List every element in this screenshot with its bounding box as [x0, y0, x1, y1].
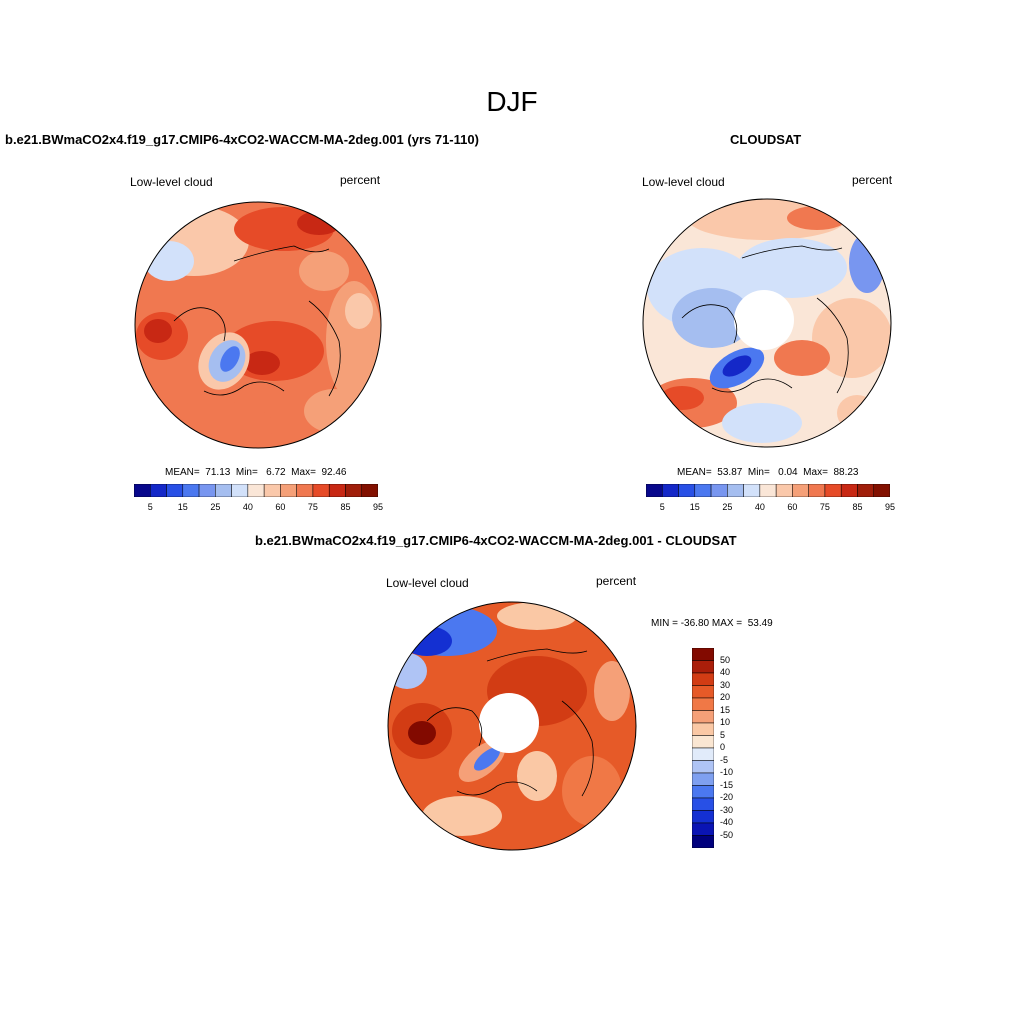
colorbar-tick-label: 85 [340, 502, 351, 512]
colorbar-swatch [710, 484, 728, 497]
colorbar-swatch [692, 672, 714, 686]
colorbar-swatch [692, 835, 714, 848]
colorbar-swatch [692, 648, 714, 661]
panel-1-stats: MEAN= 71.13 Min= 6.72 Max= 92.46 [165, 467, 347, 478]
colorbar-swatch [727, 484, 744, 497]
panel-2-units-label: percent [852, 173, 893, 187]
panel-2-stats: MEAN= 53.87 Min= 0.04 Max= 88.23 [677, 467, 859, 478]
panel-1-units-label: percent [340, 173, 381, 187]
panel-2-colorbar-ticks: 5 15 25 40 60 75 85 95 [646, 502, 895, 514]
colorbar-tick-label: 40 [242, 502, 253, 512]
colorbar-swatch [873, 484, 890, 497]
colorbar-tick-label: 25 [722, 502, 733, 512]
colorbar-tick-label: 5 [720, 729, 726, 740]
colorbar-swatch [743, 484, 761, 497]
colorbar-tick-label: -20 [720, 792, 734, 802]
colorbar-swatch [692, 710, 714, 724]
colorbar-tick-label: 60 [275, 502, 286, 512]
colorbar-tick-label: 0 [720, 742, 726, 752]
colorbar-tick-label: 25 [210, 502, 221, 512]
colorbar-swatch [150, 484, 167, 497]
colorbar-tick-label: 50 [720, 654, 731, 665]
colorbar-swatch [280, 484, 297, 497]
panel-1-colorbar [134, 484, 378, 497]
colorbar-swatch [692, 760, 714, 774]
panel-2-polar-map [642, 198, 892, 448]
panel-1-title: b.e21.BWmaCO2x4.f19_g17.CMIP6-4xCO2-WACC… [5, 132, 479, 147]
colorbar-swatch [678, 484, 696, 497]
colorbar-swatch [840, 484, 858, 497]
colorbar-tick-label: 20 [720, 692, 731, 702]
colorbar-tick-label: 95 [884, 502, 896, 512]
colorbar-swatch [692, 822, 714, 836]
panel-3-units-label: percent [596, 574, 637, 588]
colorbar-swatch [692, 747, 714, 761]
colorbar-swatch [775, 484, 793, 497]
colorbar-swatch [759, 484, 777, 497]
colorbar-swatch [215, 484, 232, 497]
colorbar-swatch [296, 484, 314, 497]
colorbar-swatch [692, 722, 714, 736]
colorbar-tick-label: 15 [720, 704, 731, 715]
panel-3-title: b.e21.BWmaCO2x4.f19_g17.CMIP6-4xCO2-WACC… [255, 533, 737, 548]
colorbar-swatch [808, 484, 826, 497]
colorbar-swatch [247, 484, 265, 497]
colorbar-tick-label: 85 [852, 502, 863, 512]
colorbar-swatch [646, 484, 663, 497]
panel-2-colorbar [646, 484, 890, 497]
colorbar-tick-label: 15 [177, 502, 188, 512]
colorbar-swatch [692, 810, 714, 824]
colorbar-swatch [692, 797, 714, 811]
colorbar-swatch [263, 484, 281, 497]
season-title: DJF [486, 86, 538, 117]
colorbar-swatch [231, 484, 249, 497]
panel-2-title: CLOUDSAT [730, 132, 802, 147]
colorbar-swatch [692, 660, 714, 674]
panel-3-variable-label: Low-level cloud [386, 576, 469, 590]
colorbar-swatch [166, 484, 184, 497]
panel-3-colorbar [692, 648, 714, 848]
colorbar-swatch [328, 484, 346, 497]
panel-3-stats: MIN = -36.80 MAX = 53.49 [651, 618, 773, 629]
panel-3-colorbar-ticks: 50 40 30 20 15 10 5 0 -5 -10 -15 -20 -30 -40 -50 [720, 648, 760, 848]
colorbar-swatch [692, 772, 714, 786]
colorbar-swatch [692, 697, 714, 711]
panel-1-polar-map [134, 201, 382, 449]
colorbar-swatch [692, 785, 714, 799]
colorbar-swatch [857, 484, 874, 497]
colorbar-tick-label: 15 [689, 502, 700, 512]
panel-3-polar-map [387, 601, 637, 851]
colorbar-swatch [345, 484, 362, 497]
colorbar-swatch [692, 685, 714, 699]
panel-1-colorbar-ticks: 5 15 25 40 60 75 85 95 [134, 502, 383, 514]
colorbar-tick-label: 30 [720, 679, 731, 690]
colorbar-tick-label: -15 [720, 779, 734, 790]
colorbar-tick-label: -5 [720, 754, 729, 765]
colorbar-swatch [824, 484, 842, 497]
colorbar-swatch [792, 484, 809, 497]
colorbar-tick-label: 60 [787, 502, 798, 512]
colorbar-tick-label: 10 [720, 717, 731, 727]
colorbar-swatch [182, 484, 200, 497]
colorbar-swatch [662, 484, 679, 497]
colorbar-swatch [361, 484, 378, 497]
colorbar-tick-label: -30 [720, 804, 734, 815]
colorbar-tick-label: 75 [307, 502, 318, 512]
colorbar-tick-label: 40 [754, 502, 765, 512]
colorbar-tick-label: -10 [720, 767, 734, 777]
colorbar-swatch [312, 484, 330, 497]
colorbar-swatch [198, 484, 216, 497]
colorbar-tick-label: 5 [147, 502, 153, 512]
colorbar-tick-label: 40 [720, 667, 731, 677]
colorbar-tick-label: 75 [819, 502, 830, 512]
colorbar-swatch [692, 735, 714, 749]
colorbar-tick-label: 95 [372, 502, 384, 512]
panel-1-variable-label: Low-level cloud [130, 175, 213, 189]
colorbar-tick-label: -50 [720, 829, 734, 840]
colorbar-tick-label: -40 [720, 817, 734, 827]
colorbar-tick-label: 5 [659, 502, 665, 512]
colorbar-swatch [134, 484, 151, 497]
panel-2-variable-label: Low-level cloud [642, 175, 725, 189]
colorbar-swatch [694, 484, 712, 497]
